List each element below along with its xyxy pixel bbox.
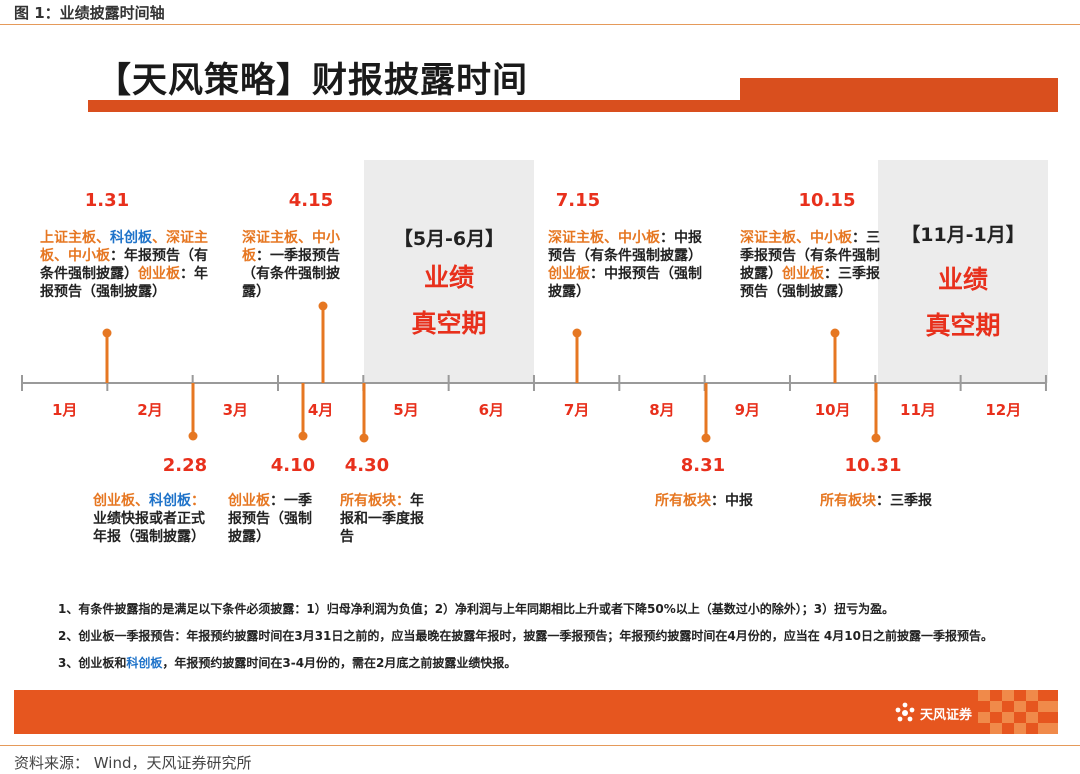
- month-label: 5月: [393, 401, 419, 419]
- logo-name: 天风证券: [920, 708, 973, 723]
- top-divider: [0, 24, 1080, 25]
- event-dot: [359, 433, 369, 443]
- date-label-4-30: 4.30: [344, 455, 390, 476]
- desc-segment: 、深证主板、中小板: [40, 230, 208, 264]
- desc-segment: 深证主板、中小板: [548, 230, 660, 246]
- month-label: 12月: [985, 401, 1022, 419]
- desc-segment: 业绩快报或者正式年报（强制披露）: [93, 511, 205, 545]
- event-desc-1-31: 上证主板、科创板、深证主板、中小板：年报预告（有条件强制披露）创业板：年报预告（…: [40, 229, 210, 301]
- footer-pattern: [978, 690, 1058, 734]
- desc-segment: ：: [191, 493, 205, 509]
- vacuum-band-nov-jan: [878, 160, 1048, 383]
- vacuum-title-2: 业绩: [937, 265, 988, 294]
- event-dot: [572, 328, 582, 338]
- desc-segment: 年报和一季度报告: [340, 493, 424, 545]
- vacuum-subtitle-2: 真空期: [925, 311, 1001, 340]
- date-label-1-31: 1.31: [84, 190, 130, 211]
- desc-segment: 创业板: [138, 266, 180, 282]
- month-label: 8月: [649, 401, 675, 419]
- note-2: 2、创业板一季报预告：年报预约披露时间在3月31日之前的，应当最晚在披露年报时，…: [58, 629, 993, 643]
- vacuum-band-may-june: [364, 160, 534, 383]
- event-desc-4-10: 创业板：一季报预告（强制披露）: [228, 492, 324, 546]
- desc-segment: 创业板: [548, 266, 590, 282]
- desc-segment: ：一季报预告（强制披露）: [228, 493, 312, 545]
- vacuum-subtitle-1: 真空期: [411, 309, 487, 338]
- desc-segment: 所有板块: [655, 493, 711, 509]
- month-label: 4月: [307, 401, 334, 419]
- source-note: 资料来源： Wind，天风证券研究所: [14, 754, 252, 772]
- vacuum-range-label-1: 【5月-6月】: [393, 228, 505, 250]
- desc-segment: ：三季报: [876, 493, 932, 509]
- month-label: 1月: [51, 401, 78, 419]
- desc-segment: 创业板: [93, 493, 135, 509]
- vacuum-range-label-2: 【11月-1月】: [901, 224, 1025, 246]
- event-dot: [318, 301, 328, 311]
- month-label: 6月: [478, 401, 505, 419]
- desc-segment: ：年报预告（有条件强制披露）: [40, 248, 208, 282]
- event-desc-4-15: 深证主板、中小板：一季报预告（有条件强制披露）: [242, 229, 354, 301]
- desc-segment: 所有板块: [820, 493, 876, 509]
- date-label-10-15: 10.15: [798, 190, 856, 211]
- event-dot: [188, 431, 198, 441]
- desc-segment: ：三季报预告（强制披露）: [740, 266, 880, 300]
- month-label: 9月: [734, 401, 761, 419]
- desc-segment: 上证主板: [40, 230, 96, 246]
- desc-segment: 深证主板、中小板: [740, 230, 852, 246]
- desc-segment: 、: [96, 230, 110, 246]
- desc-segment: 深证主板、中小板: [242, 230, 340, 264]
- desc-segment: ：中报: [711, 493, 753, 509]
- event-dot: [830, 328, 840, 338]
- figure-caption: 图 1：业绩披露时间轴: [14, 4, 165, 22]
- event-dot: [298, 431, 308, 441]
- event-desc-2-28: 创业板、科创板： 业绩快报或者正式年报（强制披露）: [93, 492, 215, 546]
- desc-segment: ：一季报预告（有条件强制披露）: [242, 248, 340, 300]
- footer-divider: [0, 745, 1080, 746]
- note-1: 1、有条件披露指的是满足以下条件必须披露：1）归母净利润为负值；2）净利润与上年…: [58, 602, 895, 616]
- desc-segment: ：三季报预告（有条件强制披露）: [740, 230, 880, 282]
- desc-segment: 所有板块: [340, 493, 396, 509]
- date-label-2-28: 2.28: [162, 455, 208, 476]
- month-label: 2月: [137, 401, 163, 419]
- date-label-4-10: 4.10: [270, 455, 316, 476]
- month-label: 11月: [900, 401, 936, 419]
- desc-segment: 科创板: [149, 493, 191, 509]
- vacuum-title-1: 业绩: [423, 263, 474, 292]
- event-desc-10-31: 所有板块：三季报: [820, 492, 970, 510]
- tianfeng-logo-icon: [895, 702, 915, 722]
- footer-bar: [14, 690, 1058, 734]
- title-accent-block: [740, 78, 1058, 100]
- event-desc-7-15: 深证主板、中小板：中报预告（有条件强制披露） 创业板：中报预告（强制披露）: [548, 229, 706, 301]
- date-label-4-15: 4.15: [288, 190, 334, 211]
- month-label: 10月: [814, 401, 851, 419]
- desc-segment: 创业板: [782, 266, 824, 282]
- desc-segment: ：年报预告（强制披露）: [40, 266, 208, 300]
- title-underline-bar: [88, 100, 1058, 112]
- event-dot: [701, 433, 711, 443]
- event-dot: [871, 433, 881, 443]
- desc-segment: ：中报预告（强制披露）: [548, 266, 702, 300]
- desc-segment: ：中报预告（有条件强制披露）: [548, 230, 702, 264]
- date-label-8-31: 8.31: [680, 455, 726, 476]
- event-desc-4-30: 所有板块：年报和一季度报告: [340, 492, 426, 546]
- event-dot: [102, 328, 112, 338]
- desc-segment: 、: [135, 493, 149, 509]
- event-desc-10-15: 深证主板、中小板：三季报预告（有条件强制披露）创业板：三季报预告（强制披露）: [740, 229, 880, 301]
- month-label: 7月: [563, 401, 590, 419]
- main-title: 【天风策略】财报披露时间: [96, 61, 529, 101]
- event-desc-8-31: 所有板块：中报: [655, 492, 805, 510]
- month-label: 3月: [222, 401, 249, 419]
- desc-segment: ：: [396, 493, 410, 509]
- note-3: 3、创业板和科创板，年报预约披露时间在3-4月份的，需在2月底之前披露业绩快报。: [58, 656, 517, 670]
- date-label-7-15: 7.15: [555, 190, 601, 211]
- date-label-10-31: 10.31: [844, 455, 902, 476]
- desc-segment: 科创板: [110, 230, 152, 246]
- desc-segment: 创业板: [228, 493, 270, 509]
